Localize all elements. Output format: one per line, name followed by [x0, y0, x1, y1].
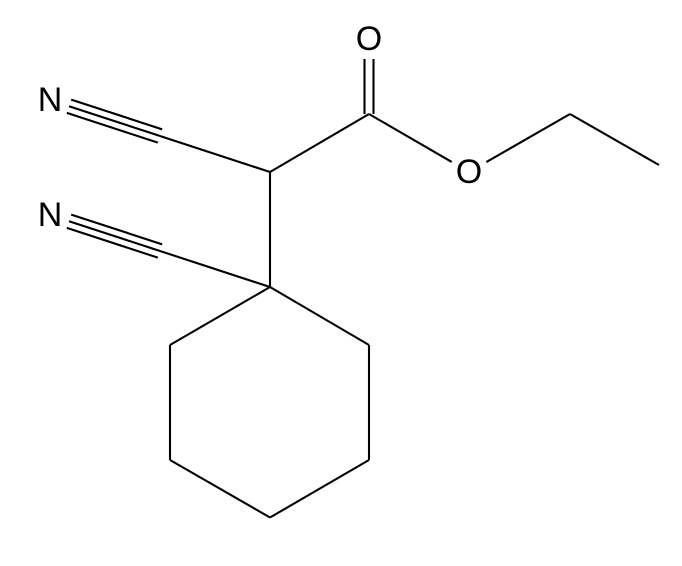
atom-label-n: N — [38, 196, 63, 234]
atom-label-o: O — [356, 20, 382, 58]
atom-label-o: O — [456, 153, 482, 191]
molecule-diagram: N O O N — [0, 0, 682, 566]
atom-label-n: N — [38, 81, 63, 119]
